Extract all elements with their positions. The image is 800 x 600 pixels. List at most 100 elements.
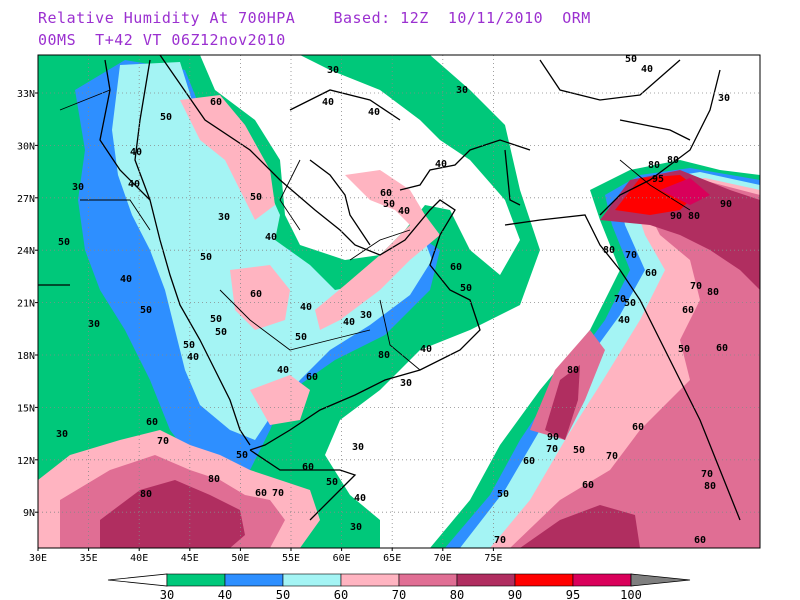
contour-label: 30 [56, 429, 68, 440]
contour-label: 30 [456, 85, 468, 96]
borders [59, 89, 691, 371]
contour-label: 50 [250, 192, 262, 203]
rh-region-60c [315, 170, 440, 330]
map-frame [37, 54, 761, 549]
contour-label: 40 [300, 302, 312, 313]
colorbar-segment [456, 573, 516, 587]
contour-label: 50 [326, 477, 338, 488]
contour-label: 90 [547, 432, 559, 443]
contour-label: 60 [380, 188, 392, 199]
contour-label: 40 [618, 315, 630, 326]
colorbar-level-label: 50 [276, 588, 290, 600]
contour-label: 80 [704, 481, 716, 492]
contour-label: 60 [450, 262, 462, 273]
contour-label: 30 [400, 378, 412, 389]
lon-tick-label: 55E [282, 553, 300, 564]
rh-region-e-90a [545, 365, 580, 440]
colorbar-level-label: 60 [334, 588, 348, 600]
contour-label: 70 [690, 281, 702, 292]
lat-lon-grid [38, 55, 760, 548]
rh-region-sw-90 [100, 480, 245, 548]
lon-tick-label: 60E [333, 553, 351, 564]
rh-region-60 [180, 95, 275, 220]
contour-label: 50 [625, 54, 637, 65]
colorbar-segment [340, 573, 400, 587]
contour-label: 40 [128, 179, 140, 190]
contour-label: 50 [160, 112, 172, 123]
colorbar-level-label: 80 [450, 588, 464, 600]
contour-label: 80 [567, 365, 579, 376]
contour-label: 70 [494, 535, 506, 546]
lat-tick-label: 21N [17, 299, 35, 310]
contour-label: 80 [667, 155, 679, 166]
contour-label: 30 [350, 522, 362, 533]
rh-region-60d [250, 375, 310, 425]
lat-tick-label: 27N [17, 194, 35, 205]
contour-label: 90 [670, 211, 682, 222]
colorbar-segment [224, 573, 284, 587]
lon-tick-label: 65E [383, 553, 401, 564]
lon-tick-label: 30E [29, 553, 47, 564]
contour-label: 90 [720, 199, 732, 210]
colorbar-level-label: 95 [566, 588, 580, 600]
contour-label: 80 [140, 489, 152, 500]
rh-region-e-se-90 [520, 505, 640, 548]
contour-label: 60 [146, 417, 158, 428]
contour-label: 50 [573, 445, 585, 456]
contour-label: 60 [694, 535, 706, 546]
colorbar: 30 40 50 60 70 80 90 95 100 [107, 573, 691, 600]
colorbar-under-arrow [107, 573, 168, 587]
contour-label: 80 [707, 287, 719, 298]
map-title: Relative Humidity At 700HPA Based: 12Z 1… [38, 9, 591, 27]
contour-label: 30 [718, 93, 730, 104]
contour-label: 50 [383, 199, 395, 210]
contour-label: 30 [327, 65, 339, 76]
contour-label: 60 [255, 488, 267, 499]
contour-label: 40 [343, 317, 355, 328]
rh-region-60b [230, 265, 290, 330]
contour-label: 60 [302, 462, 314, 473]
contour-label: 50 [140, 305, 152, 316]
lat-tick-label: 15N [17, 403, 35, 414]
lat-tick-label: 33N [17, 89, 35, 100]
lon-tick-label: 40E [130, 553, 148, 564]
colorbar-segment [514, 573, 574, 587]
contour-label: 40 [265, 232, 277, 243]
longitude-axis: 30E 35E 40E 45E 50E 55E 60E 65E 70E 75E [29, 548, 502, 564]
contour-label: 80 [688, 211, 700, 222]
rh-region-e-100 [660, 178, 710, 205]
contour-label: 40 [420, 344, 432, 355]
contour-label: 70 [625, 250, 637, 261]
colorbar-level-label: 90 [508, 588, 522, 600]
contour-label: 40 [368, 107, 380, 118]
contour-labels: 50 60 40 30 40 50 30 40 50 50 40 60 50 5… [56, 54, 732, 546]
contour-label: 40 [277, 365, 289, 376]
humidity-fields [38, 55, 760, 548]
contour-label: 60 [682, 305, 694, 316]
contour-label: 30 [72, 182, 84, 193]
contour-label: 60 [645, 268, 657, 279]
contour-label: 50 [295, 332, 307, 343]
contour-label: 80 [648, 160, 660, 171]
contour-label: 50 [215, 327, 227, 338]
contour-label: 60 [716, 343, 728, 354]
contour-label: 70 [272, 488, 284, 499]
contour-label: 40 [322, 97, 334, 108]
colorbar-over-arrow [630, 573, 691, 587]
contour-label: 95 [652, 174, 664, 185]
lat-tick-label: 24N [17, 246, 35, 257]
contour-label: 40 [354, 493, 366, 504]
lat-tick-label: 30N [17, 141, 35, 152]
colorbar-level-label: 100 [620, 588, 642, 600]
contour-label: 60 [250, 289, 262, 300]
latitude-axis: 33N 30N 27N 24N 21N 18N 15N 12N 9N [17, 89, 38, 519]
colorbar-level-label: 70 [392, 588, 406, 600]
contour-label: 80 [208, 474, 220, 485]
contour-label: 70 [157, 436, 169, 447]
lon-tick-label: 35E [80, 553, 98, 564]
colorbar-level-label: 40 [218, 588, 232, 600]
lon-tick-label: 75E [484, 553, 502, 564]
contour-label: 30 [88, 319, 100, 330]
contour-label: 40 [130, 147, 142, 158]
